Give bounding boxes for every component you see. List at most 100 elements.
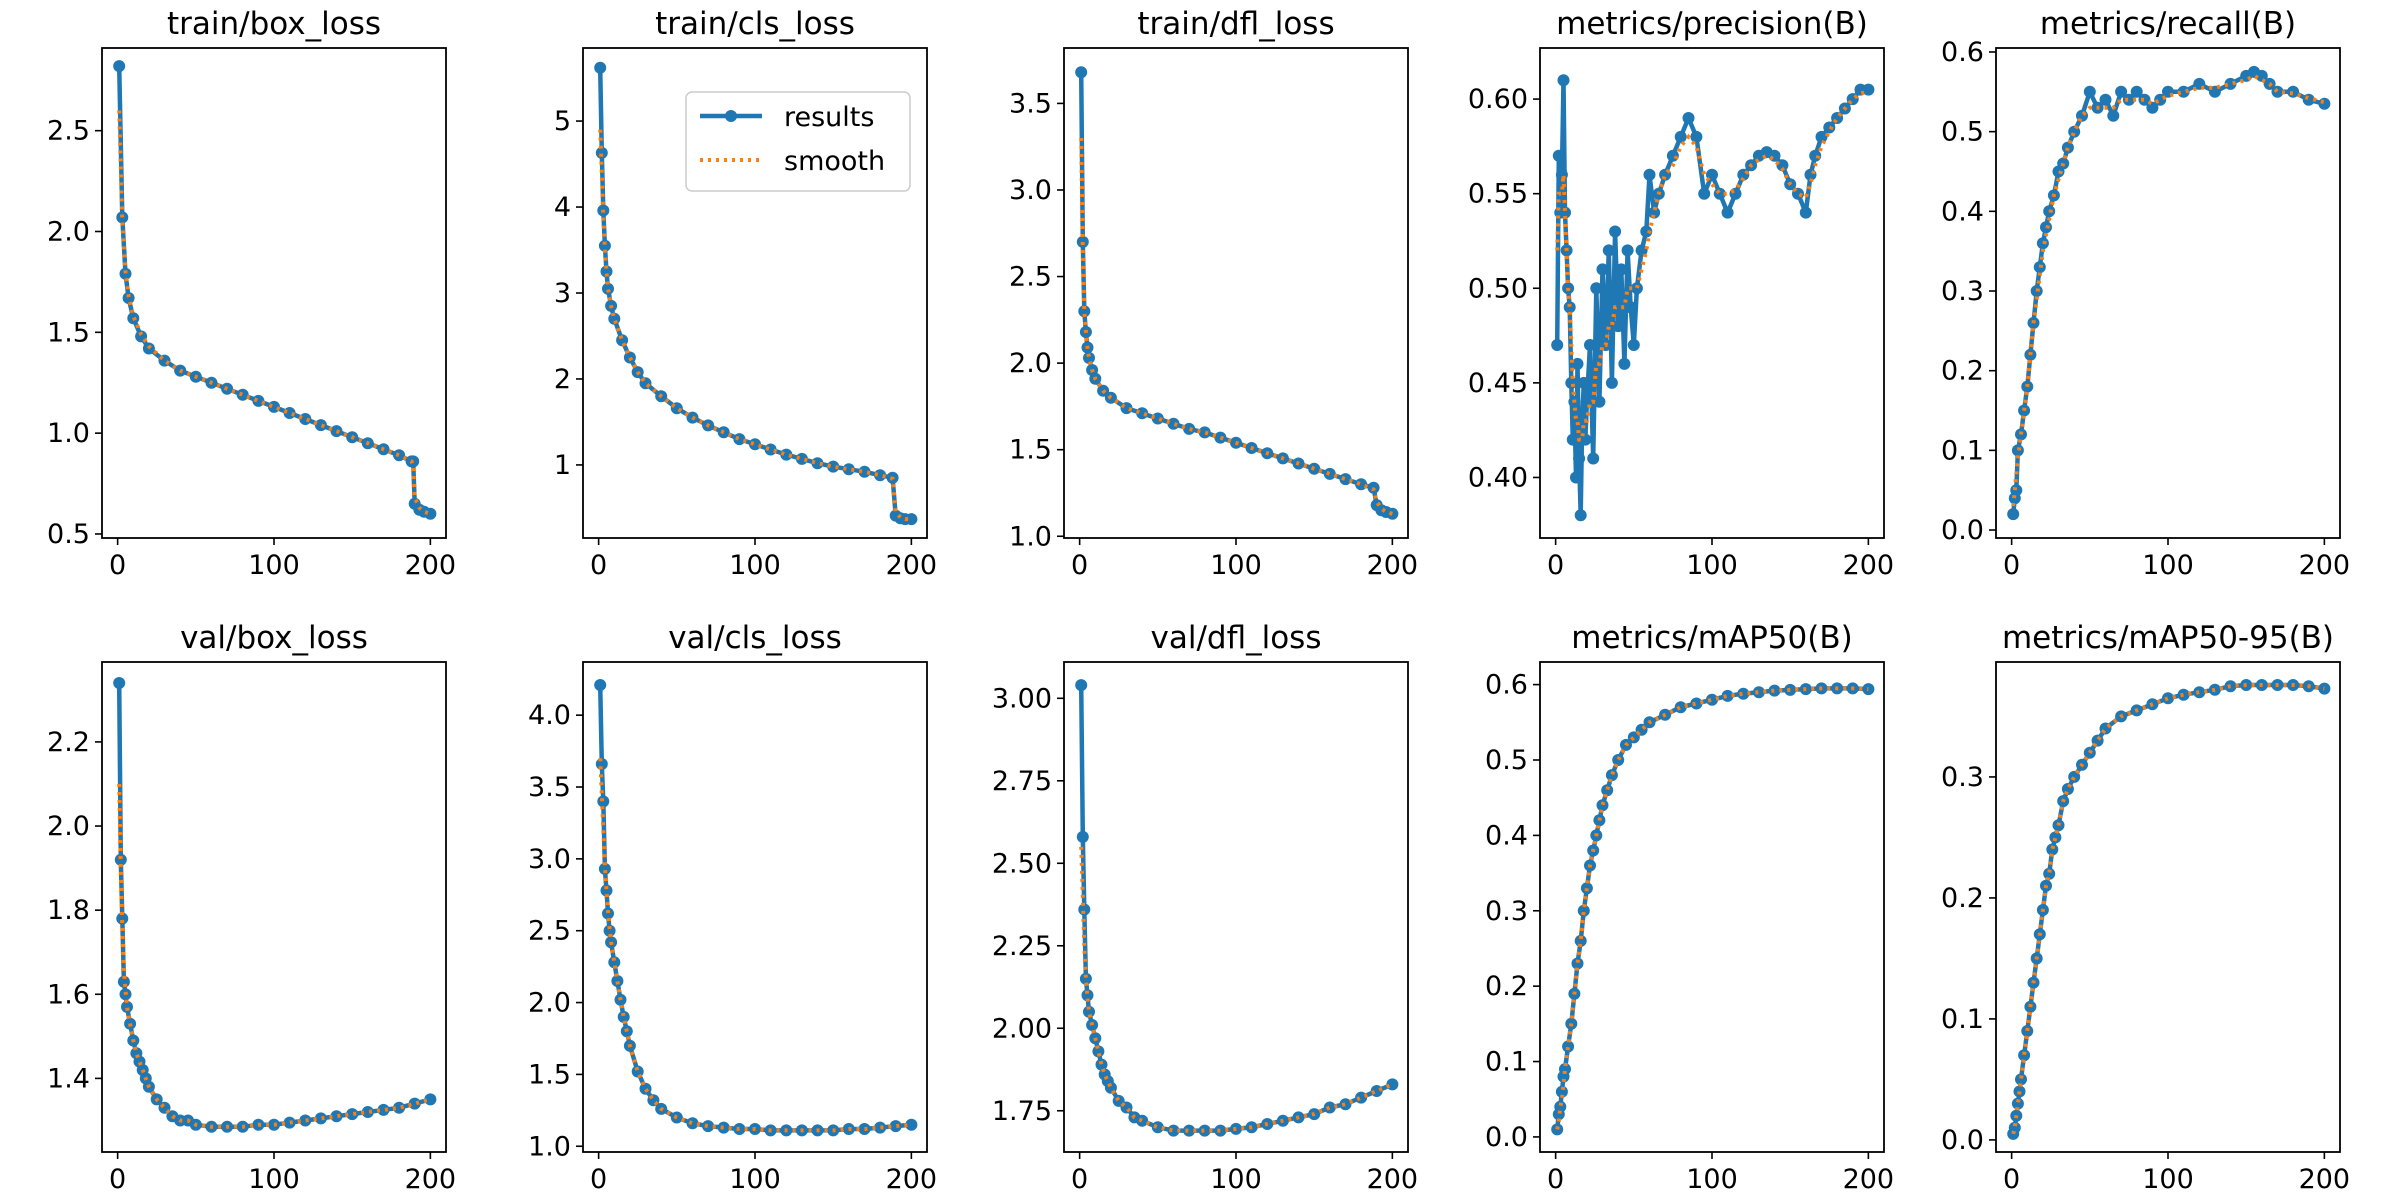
results-point bbox=[1198, 426, 1211, 439]
results-point bbox=[1809, 149, 1822, 162]
x-tick-label: 200 bbox=[1367, 550, 1419, 581]
y-tick-label: 0.60 bbox=[1468, 84, 1528, 115]
results-point bbox=[602, 282, 614, 295]
results-point bbox=[1721, 689, 1734, 702]
smooth-series-line bbox=[2011, 73, 2325, 507]
smooth-series-line bbox=[1555, 686, 1869, 1130]
x-tick-label: 100 bbox=[2142, 550, 2194, 581]
results-point bbox=[330, 425, 343, 438]
results-point bbox=[1577, 376, 1590, 389]
results-point bbox=[874, 469, 887, 482]
y-tick-label: 0.0 bbox=[1941, 1125, 1984, 1156]
x-tick-label: 100 bbox=[1686, 1164, 1738, 1195]
results-point bbox=[1615, 263, 1628, 276]
results-point bbox=[2193, 686, 2206, 699]
results-point bbox=[1624, 301, 1637, 314]
smooth-series-line bbox=[1079, 846, 1394, 1133]
results-point bbox=[608, 956, 621, 969]
subplot-train-dfl-loss: train/dfl_loss 0 100 200 1.0 1.5 2.0 2.5 3.0 3.5 bbox=[1009, 6, 1418, 581]
smooth-series-line bbox=[598, 758, 912, 1133]
y-tick-label: 0.3 bbox=[1941, 762, 1984, 793]
results-point bbox=[424, 1093, 437, 1106]
x-tick-label: 0 bbox=[1547, 550, 1564, 581]
results-point bbox=[2115, 85, 2128, 98]
results-point bbox=[2146, 101, 2159, 114]
y-tick-label: 0.4 bbox=[1485, 820, 1528, 851]
results-point bbox=[122, 292, 135, 304]
subplot-val-dfl-loss: val/dfl_loss 0 100 200 1.75 2.00 2.25 2.50 2.75 3… bbox=[992, 620, 1418, 1195]
smooth-series-line bbox=[117, 783, 431, 1129]
results-point bbox=[2011, 1097, 2024, 1110]
results-point bbox=[1167, 1124, 1180, 1137]
results-point bbox=[602, 907, 614, 920]
results-point bbox=[1075, 66, 1088, 79]
smooth-series-line bbox=[117, 110, 432, 516]
plot-frame bbox=[582, 661, 928, 1153]
results-point bbox=[1721, 206, 1734, 219]
results-point bbox=[1167, 417, 1180, 430]
y-tick-label: 1.6 bbox=[47, 979, 90, 1010]
results-point bbox=[1579, 433, 1592, 446]
results-series-line bbox=[1554, 77, 1869, 518]
results-point bbox=[1198, 1124, 1211, 1137]
y-tick-label: 0.5 bbox=[1941, 117, 1984, 148]
y-tick-label: 1.5 bbox=[1009, 435, 1052, 466]
results-point bbox=[361, 1106, 374, 1118]
results-point bbox=[121, 1000, 133, 1013]
results-point bbox=[1580, 882, 1593, 895]
results-point bbox=[2015, 1073, 2027, 1086]
results-point bbox=[1674, 701, 1687, 714]
results-point bbox=[299, 1114, 312, 1127]
results-point bbox=[236, 388, 249, 401]
y-tick-label: 4.0 bbox=[528, 700, 571, 731]
results-point bbox=[1627, 731, 1640, 744]
results-series-line bbox=[1078, 685, 1394, 1133]
results-point bbox=[1552, 149, 1565, 162]
results-point bbox=[686, 1117, 699, 1130]
legend-results-marker bbox=[725, 110, 737, 122]
y-tick-label: 3.5 bbox=[528, 772, 571, 803]
y-tick-label: 0.2 bbox=[1941, 883, 1984, 914]
results-point bbox=[2046, 843, 2059, 856]
results-point bbox=[598, 239, 611, 252]
x-tick-label: 100 bbox=[729, 1164, 781, 1195]
y-tick-label: 1.8 bbox=[47, 895, 90, 926]
results-point bbox=[2122, 93, 2135, 106]
results-point bbox=[2043, 867, 2056, 880]
y-tick-label: 0.3 bbox=[1941, 276, 1984, 307]
y-tick-label: 0.3 bbox=[1485, 896, 1528, 927]
results-point bbox=[1596, 263, 1609, 276]
subplot-title: train/dfl_loss bbox=[1137, 6, 1334, 42]
subplot-title: val/box_loss bbox=[180, 620, 368, 656]
results-point bbox=[598, 862, 611, 875]
results-point bbox=[1737, 687, 1750, 700]
results-point bbox=[1590, 282, 1603, 295]
smooth-series-line bbox=[2011, 683, 2325, 1135]
y-tick-label: 0.40 bbox=[1468, 462, 1528, 493]
results-point bbox=[842, 463, 855, 476]
results-point bbox=[717, 1121, 730, 1134]
results-point bbox=[595, 146, 608, 159]
x-tick-label: 200 bbox=[2299, 1164, 2351, 1195]
y-tick-label: 2.0 bbox=[528, 988, 571, 1019]
results-point bbox=[2318, 97, 2331, 110]
results-point bbox=[1323, 1101, 1336, 1114]
results-point bbox=[1339, 473, 1352, 486]
results-point bbox=[1092, 1045, 1105, 1058]
results-point bbox=[2099, 93, 2112, 106]
results-point bbox=[2130, 85, 2143, 98]
results-point bbox=[1386, 507, 1399, 520]
results-point bbox=[1643, 168, 1656, 181]
subplot-title: val/dfl_loss bbox=[1151, 620, 1322, 656]
results-point bbox=[603, 924, 616, 937]
y-tick-label: 2.0 bbox=[47, 811, 90, 842]
y-tick-label: 2.0 bbox=[47, 216, 90, 247]
x-tick-label: 0 bbox=[1547, 1164, 1564, 1195]
results-point bbox=[1183, 1124, 1196, 1137]
results-point bbox=[1559, 206, 1571, 219]
smooth-series-line bbox=[1079, 137, 1393, 516]
results-point bbox=[1605, 769, 1618, 782]
plot-frame bbox=[1995, 47, 2341, 539]
results-point bbox=[639, 1082, 652, 1095]
subplot-metrics-map50-b: metrics/mAP50(B) 0 100 200 0.0 0.1 0.2 0.3 0.4 0.… bbox=[1485, 620, 1894, 1195]
